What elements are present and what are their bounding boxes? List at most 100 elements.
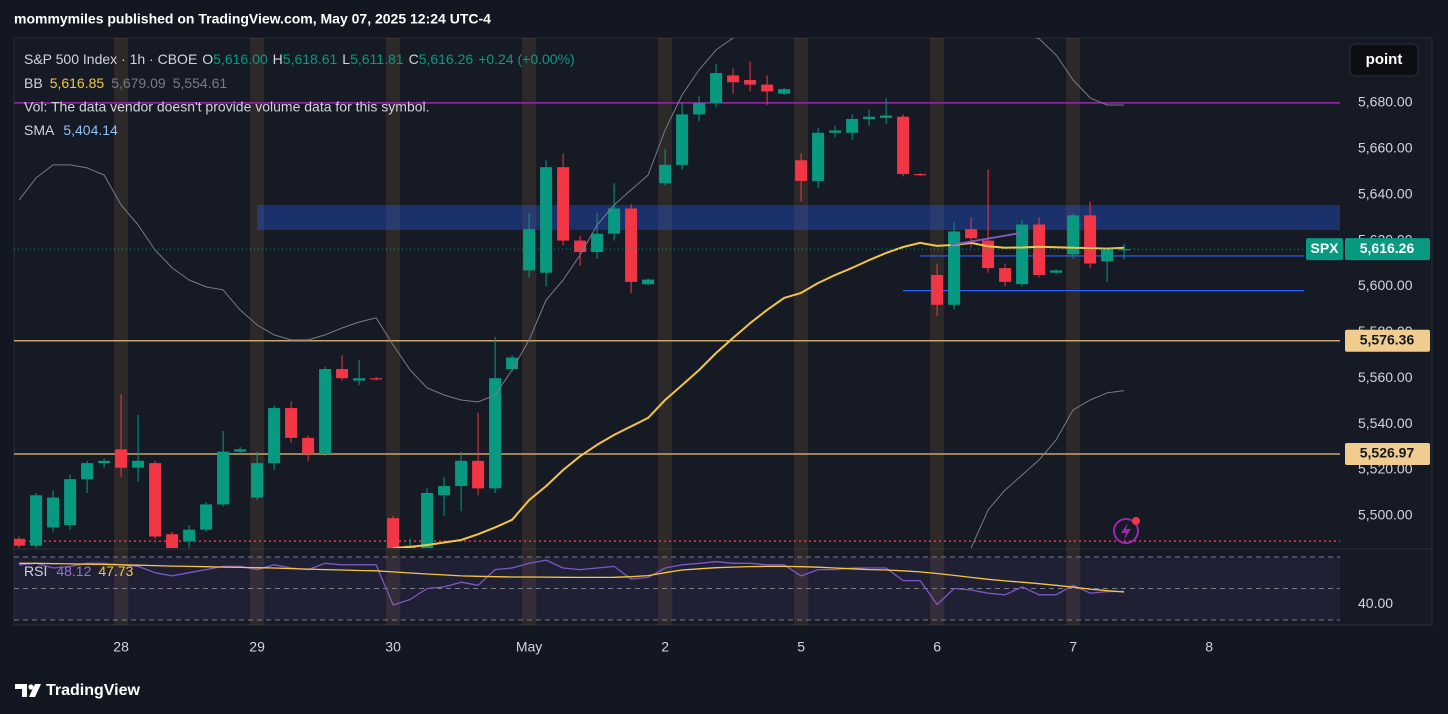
x-tick-label: 30 [385,639,401,655]
candle-body [625,208,638,282]
candle-body [965,229,978,239]
candle-body [1067,215,1080,255]
candle-body [98,460,111,464]
legend-line: SMA 5,404.14 [24,122,118,138]
x-tick-label: 5 [797,639,805,655]
candle-body [574,240,587,253]
candle-body [761,84,774,92]
x-tick-label: 8 [1205,639,1213,655]
footer-logo: TradingView [15,682,141,699]
x-tick-label: 28 [113,639,129,655]
x-tick-label: 2 [661,639,669,655]
y-tick-label: 5,660.00 [1358,140,1413,156]
legend-line: BB 5,616.85 5,679.09 5,554.61 [24,75,227,91]
point-button[interactable]: point [1349,43,1419,77]
candle-body [489,378,502,489]
change: +0.24 (+0.00%) [478,51,575,67]
candle-body [30,495,43,546]
symbol-badge-label: SPX [1310,240,1339,256]
candle-body [149,463,162,537]
candle-body [727,75,740,83]
candle-body [557,167,570,241]
price-badge-label: 5,576.36 [1360,331,1415,347]
sma-value: 5,404.14 [63,122,118,138]
candle-body [200,504,213,530]
candle-body [268,408,281,464]
ohlc-value: 5,616.26 [419,51,474,67]
indicator-line [393,241,1125,548]
logo-mark [28,684,34,690]
session-column [522,38,537,625]
candle-body [1084,215,1097,264]
button-box[interactable] [1349,43,1419,77]
candle-body [931,274,944,305]
candle-body [166,534,179,548]
candle-body [812,132,825,181]
candle-body [948,231,961,305]
candle-body [14,538,26,546]
candle-body [659,164,672,184]
candle-body [710,73,723,103]
rsi-label: RSI [24,563,47,579]
session-column [386,38,401,625]
candle-body [880,115,893,118]
button-label[interactable]: point [1366,51,1403,68]
y-tick-label: 5,680.00 [1358,94,1413,110]
candle-body [115,449,128,468]
candle-body [319,369,332,454]
alert-dot[interactable] [1132,517,1140,525]
alert-bolt[interactable] [1121,523,1131,540]
candle-body [642,279,655,285]
session-column [930,38,945,625]
candle-body [1033,224,1046,275]
candle-body [1050,270,1063,273]
candle-body [999,268,1012,282]
x-tick-label: 29 [249,639,265,655]
bb-value: 5,554.61 [173,75,228,91]
alert-icon[interactable] [1113,517,1140,544]
logo-mark [15,684,27,697]
candle-body [336,369,349,379]
ohlc-key: C [409,51,419,67]
rsi-ma-value: 47.73 [98,563,133,579]
x-tick-label: 7 [1069,639,1077,655]
candle-body [1101,249,1114,262]
chart-frame [13,37,1433,626]
alert-ring[interactable] [1113,518,1139,544]
price-badge-label: 5,526.97 [1360,445,1415,461]
bb-value: 5,679.09 [111,75,166,91]
candle-body [183,529,196,542]
candle-body [897,116,910,175]
candle-body [914,174,927,176]
session-column [794,38,809,625]
legend-line: S&P 500 Index · 1h · CBOE O5,616.00 H5,618… [24,51,575,67]
rsi-line [19,562,1125,593]
symbol-badge [1306,238,1343,261]
rsi-line [19,559,1125,606]
candle-body [387,518,400,548]
zone [257,205,1341,231]
x-tick-label: May [516,639,542,655]
ohlc-value: 5,616.00 [213,51,268,67]
ohlc-key: L [342,51,350,67]
vol-note: Vol: The data vendor doesn't provide vol… [24,99,430,115]
ohlc-key: O [202,51,213,67]
session-column [658,38,673,625]
symbol: S&P 500 Index · 1h · CBOE [24,51,197,67]
candle-body [540,167,553,273]
candle-body [523,229,536,271]
candle-body [302,437,315,454]
candle-body [506,357,519,370]
y-tick-label: 5,600.00 [1358,277,1413,293]
candle-body [421,492,434,548]
candle-body [778,89,791,94]
indicator-line [18,38,1125,403]
candle-body [846,118,859,133]
bb-value: 5,616.85 [50,75,105,91]
candle-body [64,479,77,526]
candle-body [353,378,366,381]
rsi-value: 48.12 [56,563,91,579]
candle-body [47,497,60,528]
